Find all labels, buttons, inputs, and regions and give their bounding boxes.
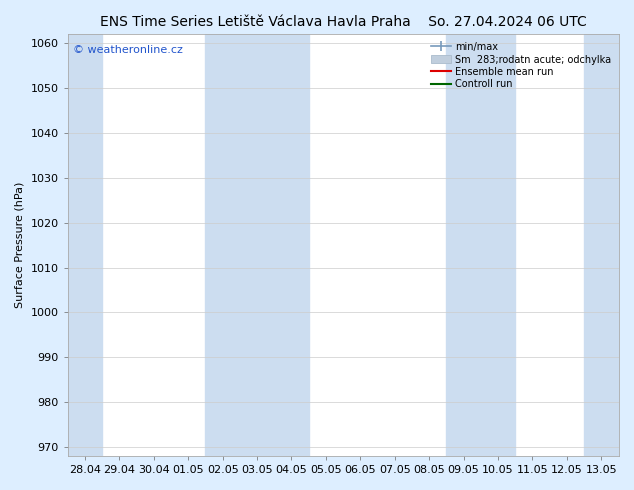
Bar	[275, 34, 309, 456]
Bar	[481, 34, 515, 456]
Bar	[240, 34, 275, 456]
Y-axis label: Surface Pressure (hPa): Surface Pressure (hPa)	[15, 182, 25, 308]
Bar	[584, 34, 619, 456]
Bar	[205, 34, 240, 456]
Text: © weatheronline.cz: © weatheronline.cz	[73, 45, 183, 55]
Bar	[446, 34, 481, 456]
Legend: min/max, Sm  283;rodatn acute; odchylka, Ensemble mean run, Controll run: min/max, Sm 283;rodatn acute; odchylka, …	[429, 39, 614, 92]
Title: ENS Time Series Letiště Václava Havla Praha    So. 27.04.2024 06 UTC: ENS Time Series Letiště Václava Havla Pr…	[100, 15, 586, 29]
Bar	[68, 34, 102, 456]
